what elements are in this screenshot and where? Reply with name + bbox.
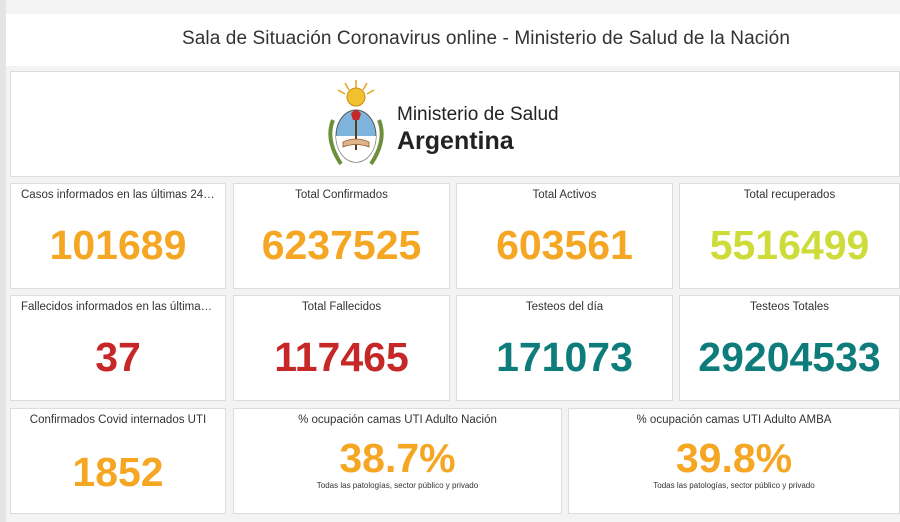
stat-value: 38.7% xyxy=(339,435,456,481)
stat-card-total-confirmados[interactable]: Total Confirmados 6237525 xyxy=(233,183,450,289)
page-header: Sala de Situación Coronavirus online - M… xyxy=(6,14,900,66)
stat-value: 37 xyxy=(95,334,141,380)
stat-title: Total Confirmados xyxy=(295,189,388,201)
ministry-logo-text: Ministerio de Salud Argentina xyxy=(397,104,559,156)
stat-value: 603561 xyxy=(496,222,633,268)
logo-line1: Ministerio de Salud xyxy=(397,104,559,125)
stat-value: 171073 xyxy=(496,334,633,380)
stat-note: Todas las patologías, sector público y p… xyxy=(316,481,479,490)
stat-title: Casos informados en las últimas 24 Hs xyxy=(21,189,221,201)
stat-card-total-recuperados[interactable]: Total recuperados 5516499 xyxy=(679,183,900,289)
stat-title: Confirmados Covid internados UTI xyxy=(29,414,207,426)
stat-value: 29204533 xyxy=(698,334,881,380)
stat-value: 1852 xyxy=(72,449,164,495)
stat-title: Testeos del día xyxy=(525,301,604,313)
stat-card-casos-24h[interactable]: Casos informados en las últimas 24 Hs 10… xyxy=(10,183,226,289)
stat-card-fallecidos-24h[interactable]: Fallecidos informados en las últimas 24 … xyxy=(10,295,226,401)
stat-card-ocupacion-nacion[interactable]: % ocupación camas UTI Adulto Nación 38.7… xyxy=(233,408,562,514)
ministry-logo-card: Ministerio de Salud Argentina xyxy=(10,71,900,177)
stat-value: 117465 xyxy=(274,334,409,380)
stat-card-total-activos[interactable]: Total Activos 603561 xyxy=(456,183,673,289)
left-edge-panel xyxy=(0,0,6,522)
stat-title: % ocupación camas UTI Adulto Nación xyxy=(298,414,497,426)
stat-card-testeos-dia[interactable]: Testeos del día 171073 xyxy=(456,295,673,401)
stat-title: Total Activos xyxy=(532,189,597,201)
stat-title: % ocupación camas UTI Adulto AMBA xyxy=(636,414,832,426)
stat-title: Testeos Totales xyxy=(749,301,830,313)
logo-line2: Argentina xyxy=(397,127,514,155)
argentina-coat-of-arms-icon xyxy=(328,80,384,166)
stat-value: 39.8% xyxy=(675,435,793,481)
stat-card-internados-uti[interactable]: Confirmados Covid internados UTI 1852 xyxy=(10,408,226,514)
stat-title: Total recuperados xyxy=(743,189,836,201)
stat-value: 101689 xyxy=(49,222,187,268)
stat-card-testeos-totales[interactable]: Testeos Totales 29204533 xyxy=(679,295,900,401)
stat-card-total-fallecidos[interactable]: Total Fallecidos 117465 xyxy=(233,295,450,401)
stat-title: Fallecidos informados en las últimas 24 … xyxy=(21,301,225,313)
stat-title: Total Fallecidos xyxy=(301,301,382,313)
stat-value: 6237525 xyxy=(261,222,422,268)
stat-value: 5516499 xyxy=(709,222,870,268)
page-title: Sala de Situación Coronavirus online - M… xyxy=(181,28,791,49)
stat-card-ocupacion-amba[interactable]: % ocupación camas UTI Adulto AMBA 39.8% … xyxy=(568,408,900,514)
stat-note: Todas las patologías, sector público y p… xyxy=(653,481,815,490)
